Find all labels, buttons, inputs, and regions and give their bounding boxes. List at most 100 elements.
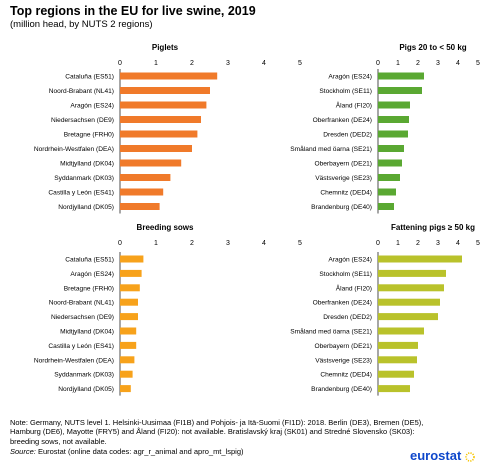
- bar: [378, 385, 410, 393]
- x-tick-label: 1: [396, 60, 400, 67]
- bar: [120, 203, 160, 210]
- panel-title: Breeding sows: [137, 223, 194, 232]
- footnote: Note: Germany, NUTS level 1. Helsinki-Uu…: [10, 418, 424, 446]
- bar: [120, 370, 133, 378]
- x-tick-label: 5: [476, 240, 480, 247]
- category-label: Aragón (ES24): [70, 103, 114, 110]
- x-tick-label: 3: [436, 240, 440, 247]
- category-label: Brandenburg (DE40): [311, 204, 372, 211]
- bar: [120, 313, 138, 321]
- x-tick-label: 4: [456, 240, 460, 247]
- eu-stars-icon: [465, 451, 475, 462]
- category-label: Aragón (ES24): [70, 271, 114, 278]
- x-tick-label: 0: [118, 240, 122, 247]
- panel-title: Pigs 20 to < 50 kg: [399, 43, 466, 52]
- bar: [378, 145, 404, 152]
- bar: [378, 87, 422, 94]
- category-label: Bretagne (FRH0): [64, 285, 114, 292]
- bar: [120, 255, 144, 263]
- bar: [120, 327, 137, 335]
- bar: [120, 269, 142, 277]
- category-label: Nordjylland (DK05): [58, 204, 114, 211]
- x-tick-label: 0: [376, 60, 380, 67]
- bar: [120, 356, 135, 364]
- bar: [120, 101, 207, 109]
- x-tick-label: 1: [154, 240, 158, 247]
- category-label: Dresden (DED2): [323, 132, 372, 139]
- panel-title: Piglets: [152, 43, 179, 52]
- bar: [120, 116, 201, 123]
- category-label: Brandenburg (DE40): [311, 386, 372, 393]
- category-label: Niedersachsen (DE9): [51, 117, 114, 124]
- x-tick-label: 2: [416, 60, 420, 67]
- x-tick-label: 5: [476, 60, 480, 67]
- x-tick-label: 5: [298, 60, 302, 67]
- x-tick-label: 0: [376, 240, 380, 247]
- x-tick-label: 4: [262, 240, 266, 247]
- category-label: Dresden (DED2): [323, 314, 372, 321]
- bar: [378, 130, 408, 138]
- x-tick-label: 2: [416, 240, 420, 247]
- bar: [378, 313, 438, 321]
- category-label: Aragón (ES24): [328, 74, 372, 81]
- source-text: Eurostat (online data codes: agr_r_anima…: [37, 447, 244, 456]
- bar: [120, 130, 198, 138]
- category-label: Stockholm (SE11): [319, 271, 372, 278]
- category-label: Chemnitz (DED4): [320, 372, 372, 379]
- category-label: Åland (FI20): [336, 283, 372, 292]
- category-label: Syddanmark (DK03): [54, 372, 114, 379]
- category-label: Åland (FI20): [336, 101, 372, 110]
- bar: [378, 341, 418, 349]
- x-tick-label: 2: [190, 60, 194, 67]
- bar: [120, 385, 131, 393]
- category-label: Castilla y León (ES41): [48, 190, 114, 197]
- category-label: Midtjylland (DK04): [60, 161, 114, 168]
- bar: [378, 284, 444, 292]
- page-subtitle: (million head, by NUTS 2 regions): [10, 19, 153, 30]
- category-label: Västsverige (SE23): [315, 175, 372, 182]
- source-line: Source: Eurostat (online data codes: agr…: [10, 447, 244, 456]
- x-tick-label: 2: [190, 240, 194, 247]
- bar: [378, 370, 414, 378]
- x-tick-label: 3: [226, 240, 230, 247]
- category-label: Chemnitz (DED4): [320, 190, 372, 197]
- x-tick-label: 3: [436, 60, 440, 67]
- category-label: Niedersachsen (DE9): [51, 314, 114, 321]
- bar: [378, 159, 402, 167]
- bar: [120, 87, 210, 94]
- category-label: Castilla y León (ES41): [48, 343, 114, 350]
- category-label: Noord-Brabant (NL41): [49, 88, 114, 95]
- page-title: Top regions in the EU for live swine, 20…: [10, 4, 256, 18]
- logo-text: eurostat: [410, 448, 462, 463]
- category-label: Nordrhein-Westfalen (DEA): [34, 357, 114, 364]
- category-label: Oberbayern (DE21): [314, 161, 372, 168]
- x-tick-label: 4: [262, 60, 266, 67]
- x-tick-label: 4: [456, 60, 460, 67]
- bar: [378, 327, 424, 335]
- bar: [378, 298, 440, 306]
- category-label: Nordjylland (DK05): [58, 386, 114, 393]
- x-tick-label: 3: [226, 60, 230, 67]
- bar: [120, 284, 140, 292]
- category-label: Småland med öarna (SE21): [290, 328, 372, 336]
- panel-title: Fattening pigs ≥ 50 kg: [391, 223, 475, 232]
- category-label: Midtjylland (DK04): [60, 329, 114, 336]
- category-label: Oberbayern (DE21): [314, 343, 372, 350]
- bar: [378, 72, 424, 80]
- bar: [378, 356, 417, 364]
- bar: [378, 101, 410, 109]
- bar: [120, 159, 182, 167]
- category-label: Cataluña (ES51): [65, 257, 114, 264]
- x-tick-label: 0: [118, 60, 122, 67]
- category-label: Cataluña (ES51): [65, 74, 114, 81]
- bar: [120, 188, 164, 196]
- category-label: Nordrhein-Westfalen (DEA): [34, 146, 114, 153]
- bar: [378, 188, 396, 196]
- bar: [378, 174, 400, 181]
- bar: [120, 341, 137, 349]
- x-tick-label: 1: [154, 60, 158, 67]
- x-tick-label: 1: [396, 240, 400, 247]
- category-label: Aragón (ES24): [328, 257, 372, 264]
- category-label: Syddanmark (DK03): [54, 175, 114, 182]
